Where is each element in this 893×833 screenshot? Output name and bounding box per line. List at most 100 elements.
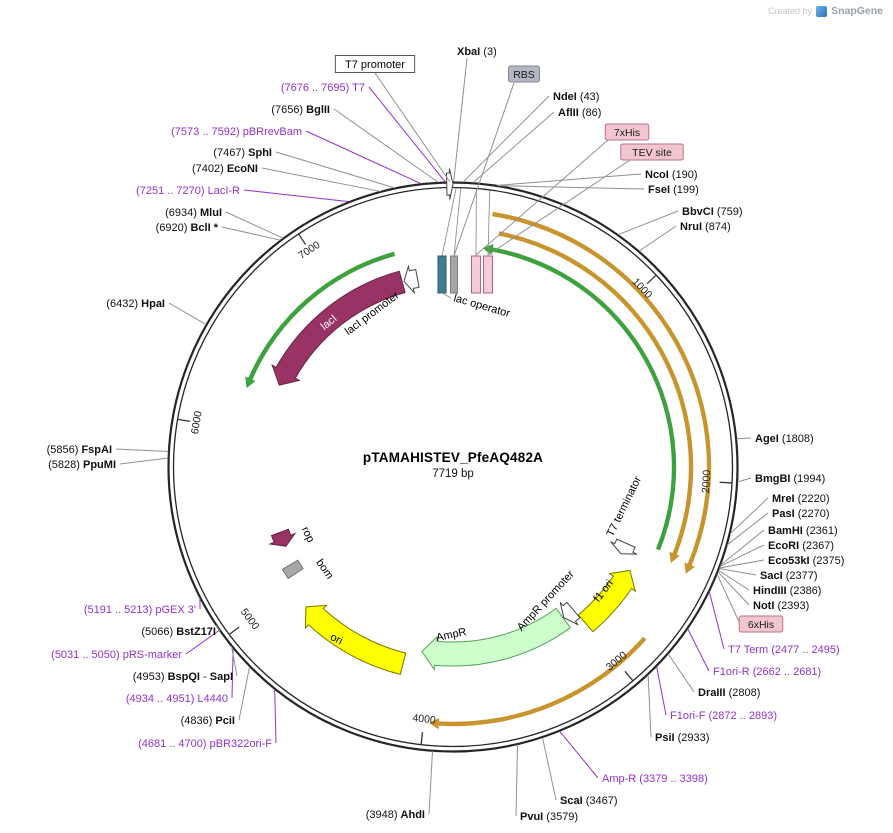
label-BamHI[interactable]: BamHI (2361) (768, 525, 838, 537)
leader-MreI (729, 497, 769, 535)
label-NdeI[interactable]: NdeI (43) (553, 91, 599, 103)
badge-RBS[interactable] (508, 65, 540, 83)
feature-label-T7-terminator[interactable]: T7 terminator (605, 474, 645, 538)
label-EcoNI[interactable]: (7402) EcoNI (192, 163, 258, 175)
label-LacI-R[interactable]: (7251 .. 7270) LacI-R (136, 185, 240, 197)
scale-tick-5000 (229, 626, 240, 635)
badge-His6[interactable] (738, 615, 784, 633)
label-PciI[interactable]: (4836) PciI (181, 715, 235, 727)
label-PpuMI[interactable]: (5828) PpuMI (48, 459, 116, 471)
label-pBRrevBam[interactable]: (7573 .. 7592) pBRrevBam (171, 126, 302, 138)
feature-label-lac-operator[interactable]: lac operator (452, 292, 511, 320)
leader-NdeI (462, 95, 550, 183)
label-AflII[interactable]: AflII (86) (558, 107, 601, 119)
label-XbaI[interactable]: XbaI (3) (457, 46, 497, 58)
leader-SacI (719, 567, 757, 576)
orf-arcs (245, 211, 712, 730)
label-AhdI[interactable]: (3948) AhdI (366, 809, 425, 821)
feature-lacI[interactable] (271, 270, 406, 386)
label-BbvCI[interactable]: BbvCI (759) (682, 206, 743, 218)
label-BclI[interactable]: (6920) BclI * (156, 222, 219, 234)
label-F1ori-F[interactable]: F1ori-F (2872 .. 2893) (670, 710, 777, 722)
label-FseI[interactable]: FseI (199) (648, 184, 699, 196)
label-pBR322ori-F[interactable]: (4681 .. 4700) pBR322ori-F (138, 738, 272, 750)
leader-XbaI (453, 57, 468, 183)
label-EcoRI[interactable]: EcoRI (2367) (768, 540, 834, 552)
badge-TEV-site[interactable] (620, 143, 684, 161)
label-T7-promoter-label[interactable]: T7 promoter (345, 59, 405, 71)
callout-labels: T7 promoter (7676 .. 7695) T7 (7656) BglII… (47, 46, 845, 823)
feature-ori[interactable] (304, 604, 407, 676)
tev-bar[interactable] (483, 255, 493, 294)
label-BmgBI[interactable]: BmgBI (1994) (755, 473, 825, 485)
label-BglII[interactable]: (7656) BglII (271, 104, 330, 116)
label-PsiI[interactable]: PsiI (2933) (655, 732, 709, 744)
leader-pRS-marker (185, 629, 220, 655)
label-Amp-R[interactable]: Amp-R (3379 .. 3398) (602, 773, 708, 785)
backbone-inner-circle (172, 186, 734, 748)
feature-bom[interactable] (281, 559, 304, 580)
leader-FseI (498, 185, 645, 190)
label-pRS-marker[interactable]: (5031 .. 5050) pRS-marker (51, 649, 182, 661)
leader-HpaI (168, 302, 207, 326)
feature-T7-terminator[interactable] (610, 538, 638, 555)
label-NcoI[interactable]: NcoI (190) (645, 169, 698, 181)
feature-label-ori[interactable]: ori (328, 631, 344, 647)
leader-BspQI-SapI (231, 646, 238, 677)
leader-TEV-site (487, 159, 631, 256)
badge-label-RBS[interactable]: RBS (513, 69, 535, 81)
leader-SphI (275, 151, 396, 189)
scale-label-4000: 4000 (412, 712, 437, 727)
badge-label-His7[interactable]: 7xHis (614, 127, 640, 139)
his7-bar[interactable] (471, 255, 481, 294)
leader-LacI-R (243, 189, 350, 203)
label-DraIII[interactable]: DraIII (2808) (698, 687, 760, 699)
leader-MluI (225, 211, 284, 239)
orf-ampr[interactable] (428, 636, 647, 730)
badge-His7[interactable] (604, 123, 650, 141)
feature-T7-promoter-marker[interactable] (445, 168, 454, 200)
lac-operator-bar[interactable] (437, 255, 447, 294)
label-NruI[interactable]: NruI (874) (680, 221, 731, 233)
label-AgeI[interactable]: AgeI (1808) (755, 433, 814, 445)
label-SphI[interactable]: (7467) SphI (213, 147, 272, 159)
leader-T7-primer (368, 86, 446, 183)
leader-T7-Term (708, 591, 725, 650)
label-PasI[interactable]: PasI (2270) (772, 508, 830, 520)
label-ScaI[interactable]: ScaI (3467) (560, 795, 618, 807)
label-MluI[interactable]: (6934) MluI (165, 207, 222, 219)
leader-BamHI (720, 529, 765, 566)
label-NotI[interactable]: NotI (2393) (753, 600, 809, 612)
feature-lacI-promoter[interactable] (403, 264, 420, 295)
label-T7-primer[interactable]: (7676 .. 7695) T7 (281, 82, 365, 94)
label-F1ori-R[interactable]: F1ori-R (2662 .. 2681) (713, 666, 821, 678)
label-pGEX-3[interactable]: (5191 .. 5213) pGEX 3' (84, 604, 196, 616)
scale-label-7000: 7000 (296, 239, 322, 262)
label-Eco53kI[interactable]: Eco53kI (2375) (768, 555, 844, 567)
feature-label-bom[interactable]: bom (313, 557, 335, 581)
badge-label-TEV-site[interactable]: TEV site (632, 147, 672, 159)
label-T7-Term[interactable]: T7 Term (2477 .. 2495) (728, 644, 840, 656)
label-HindIII[interactable]: HindIII (2386) (753, 585, 821, 597)
feature-rop[interactable] (268, 528, 297, 547)
leader-RBS (453, 82, 515, 257)
label-BstZ17I[interactable]: (5066) BstZ17I (141, 626, 216, 638)
feature-AmpR[interactable] (421, 607, 571, 672)
label-L4440[interactable]: (4934 .. 4951) L4440 (126, 693, 228, 705)
feature-label-rop[interactable]: rop (299, 525, 317, 545)
feature-AmpR-promoter[interactable] (559, 601, 581, 626)
leader-Amp-R (559, 730, 599, 779)
label-BspQI-SapI[interactable]: (4953) BspQI - SapI (133, 671, 233, 683)
label-PvuI[interactable]: PvuI (3579) (520, 811, 578, 823)
rbs-bar[interactable] (450, 255, 458, 294)
scale-tick-4000 (420, 732, 424, 745)
badge-label-His6[interactable]: 6xHis (748, 619, 774, 631)
label-HpaI[interactable]: (6432) HpaI (106, 298, 165, 310)
label-MreI[interactable]: MreI (2220) (772, 493, 829, 505)
leader-ScaI (542, 737, 557, 801)
leader-AgeI (736, 437, 752, 440)
feature-f1-ori[interactable] (577, 569, 637, 633)
label-FspAI[interactable]: (5856) FspAI (47, 444, 112, 456)
label-SacI[interactable]: SacI (2377) (760, 570, 818, 582)
